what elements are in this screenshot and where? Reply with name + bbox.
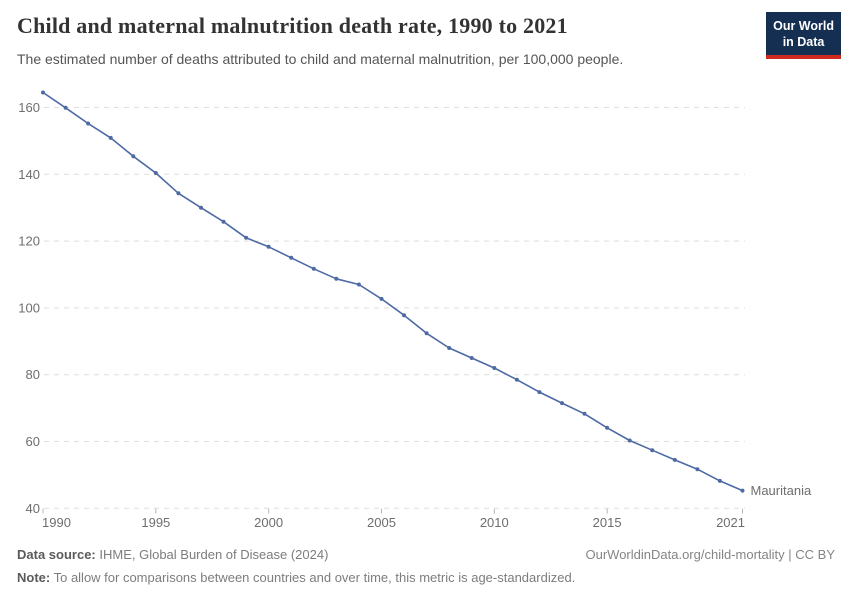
data-point-2005 xyxy=(379,296,384,301)
data-point-1996 xyxy=(176,191,181,196)
data-point-2008 xyxy=(447,346,452,350)
data-point-2014 xyxy=(582,411,587,416)
data-point-2000 xyxy=(266,244,271,249)
owid-logo: Our World in Data xyxy=(766,12,841,59)
y-axis-label-60: 60 xyxy=(26,434,40,449)
data-point-2019 xyxy=(695,467,700,472)
data-point-2004 xyxy=(356,282,361,287)
data-point-2013 xyxy=(560,401,564,406)
data-point-2003 xyxy=(334,276,339,281)
data-point-2017 xyxy=(650,448,655,453)
y-axis-label-120: 120 xyxy=(18,234,40,249)
footer-note: Note: To allow for comparisons between c… xyxy=(17,569,835,588)
data-point-2009 xyxy=(469,356,474,360)
data-point-2020 xyxy=(717,478,722,483)
series-label-mauritania[interactable]: Mauritania xyxy=(751,483,812,498)
footer-note-label: Note: xyxy=(17,569,51,585)
data-source: Data source: IHME, Global Burden of Dise… xyxy=(17,546,328,565)
data-point-2010 xyxy=(492,366,497,370)
y-axis-label-80: 80 xyxy=(26,367,40,382)
data-point-2018 xyxy=(672,457,677,462)
owid-logo-line2: in Data xyxy=(782,35,825,50)
data-point-2007 xyxy=(424,331,429,336)
data-point-1994 xyxy=(131,154,136,159)
data-point-1997 xyxy=(199,205,203,210)
x-axis-label-2010: 2010 xyxy=(480,515,509,530)
y-axis-label-40: 40 xyxy=(26,501,40,516)
chart-footer: Data source: IHME, Global Burden of Dise… xyxy=(17,546,835,588)
data-point-1990 xyxy=(41,90,45,95)
owid-logo-line1: Our World xyxy=(773,19,834,33)
data-point-1991 xyxy=(63,105,68,110)
data-point-1995 xyxy=(153,171,158,175)
y-axis-label-160: 160 xyxy=(18,100,40,115)
data-point-2011 xyxy=(514,377,519,382)
page-subtitle: The estimated number of deaths attribute… xyxy=(17,51,624,67)
x-axis-label-2021: 2021 xyxy=(716,515,745,530)
x-axis-label-2015: 2015 xyxy=(593,515,622,530)
y-axis-label-140: 140 xyxy=(18,167,40,182)
data-source-label: Data source: xyxy=(17,547,96,562)
data-point-2002 xyxy=(311,266,316,271)
data-point-2001 xyxy=(289,255,294,260)
data-point-1998 xyxy=(221,219,226,224)
page-title: Child and maternal malnutrition death ra… xyxy=(17,13,568,38)
data-point-2016 xyxy=(627,438,632,443)
data-point-2006 xyxy=(402,313,406,318)
data-point-2015 xyxy=(605,425,610,430)
data-point-2012 xyxy=(537,390,542,395)
footer-note-text: To allow for comparisons between countri… xyxy=(50,569,576,585)
data-point-1993 xyxy=(108,135,113,140)
data-point-2021 xyxy=(740,488,745,493)
data-source-text: IHME, Global Burden of Disease (2024) xyxy=(95,547,329,562)
owid-citation-link[interactable]: OurWorldinData.org/child-mortality | CC … xyxy=(585,547,836,562)
x-axis-label-1990: 1990 xyxy=(42,515,71,530)
data-point-1992 xyxy=(86,121,91,126)
data-point-1999 xyxy=(244,235,249,240)
x-axis-label-2000: 2000 xyxy=(254,515,283,530)
series-line-mauritania xyxy=(42,91,744,492)
y-axis-label-100: 100 xyxy=(18,300,40,315)
x-axis-label-1995: 1995 xyxy=(141,515,170,530)
x-axis-label-2005: 2005 xyxy=(367,515,396,530)
